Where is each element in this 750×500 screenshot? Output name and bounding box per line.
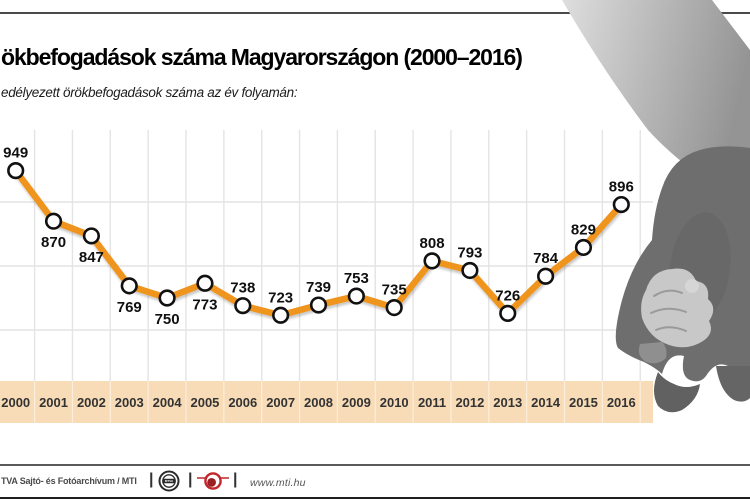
svg-text:750: 750 [155,311,180,328]
footer: TVA Sajtó- és Fotóarchívum / MTI | MTVA … [0,464,750,500]
chart-value-labels: 949 870 847 769 750 773 738 723 739 753 735 808 793 7… [3,145,634,328]
credit-text: TVA Sajtó- és Fotóarchívum / MTI [1,476,137,486]
separator: | [233,471,238,488]
svg-text:2008: 2008 [304,395,333,410]
svg-text:735: 735 [382,282,407,299]
svg-text:2000: 2000 [1,395,30,410]
svg-text:847: 847 [79,249,104,266]
svg-text:726: 726 [495,287,520,304]
svg-text:870: 870 [41,234,66,251]
svg-text:793: 793 [457,244,482,261]
svg-text:MTVA: MTVA [165,479,174,483]
svg-text:2013: 2013 [493,395,522,410]
svg-text:2007: 2007 [266,395,295,410]
svg-text:949: 949 [3,145,28,162]
svg-text:753: 753 [344,270,369,287]
svg-text:739: 739 [306,279,331,296]
svg-text:2002: 2002 [77,395,106,410]
svg-text:723: 723 [268,289,293,306]
separator: | [149,471,154,488]
svg-text:2010: 2010 [380,395,409,410]
svg-text:2004: 2004 [153,395,183,410]
svg-text:2001: 2001 [39,395,68,410]
website-url: www.mti.hu [250,477,306,489]
svg-text:769: 769 [117,299,142,316]
svg-text:2015: 2015 [569,395,598,410]
bottom-border [0,496,750,499]
top-divider [0,12,750,14]
svg-text:2006: 2006 [228,395,257,410]
page-subtitle: edélyezett örökbefogadások száma az év f… [1,85,298,100]
svg-text:829: 829 [571,221,596,238]
svg-text:2012: 2012 [455,395,484,410]
svg-text:2011: 2011 [418,395,446,410]
svg-text:2003: 2003 [115,395,144,410]
x-axis-year-labels: 2000 2001 2002 2003 2004 2005 2006 2007 2008 2009… [1,395,636,410]
page-title: ökbefogadások száma Magyarországon (2000… [1,44,523,70]
svg-text:784: 784 [533,250,559,267]
footer-divider [0,464,750,466]
svg-text:2014: 2014 [531,395,561,410]
x-axis-band [0,381,653,423]
svg-text:2009: 2009 [342,395,371,410]
mti-logo-icon [197,472,229,490]
svg-text:2016: 2016 [607,395,636,410]
mtva-logo-icon: MTVA [158,470,180,492]
separator: | [188,471,193,488]
svg-text:2005: 2005 [190,395,219,410]
svg-text:896: 896 [609,179,634,196]
chart-data-points [7,162,630,324]
svg-text:808: 808 [420,235,445,252]
svg-text:738: 738 [230,280,255,297]
svg-text:773: 773 [192,296,217,313]
